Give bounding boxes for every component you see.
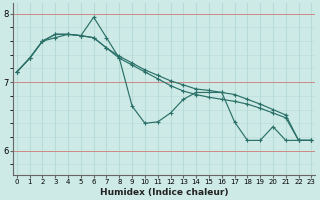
X-axis label: Humidex (Indice chaleur): Humidex (Indice chaleur)	[100, 188, 228, 197]
